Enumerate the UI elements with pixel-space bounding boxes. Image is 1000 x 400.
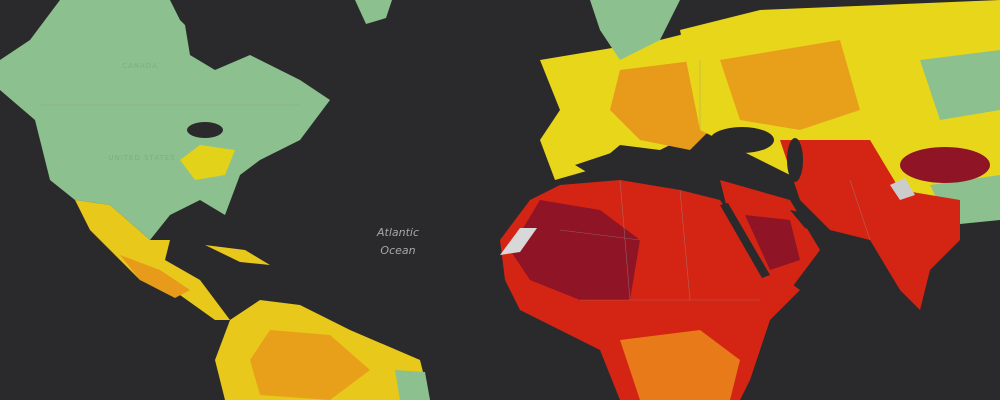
country-borders bbox=[40, 60, 871, 301]
hudson-bay bbox=[185, 20, 250, 70]
scandinavia bbox=[590, 0, 680, 60]
ocean-label: Ocean bbox=[380, 244, 415, 257]
us-midwest-yellow bbox=[180, 145, 235, 180]
country-label: CANADA bbox=[122, 62, 158, 70]
south-america-green bbox=[395, 370, 430, 400]
caribbean bbox=[205, 245, 270, 265]
south-america-orange bbox=[250, 330, 370, 400]
ocean-label: Atlantic bbox=[376, 226, 419, 239]
persian-gulf bbox=[790, 210, 825, 235]
great-lakes bbox=[187, 122, 223, 138]
central-america-orange bbox=[120, 255, 190, 298]
red-sea bbox=[720, 203, 770, 278]
western-sahara bbox=[500, 228, 537, 255]
caspian-sea bbox=[787, 138, 803, 182]
asia-orange bbox=[720, 40, 860, 130]
central-america bbox=[75, 200, 230, 320]
arabia-dark bbox=[745, 215, 800, 270]
mediterranean bbox=[575, 150, 700, 182]
black-sea bbox=[710, 127, 774, 153]
asia-green bbox=[920, 50, 1000, 120]
sahara-dark bbox=[510, 200, 640, 300]
country-label: UNITED STATES bbox=[108, 154, 175, 162]
north-america bbox=[0, 0, 330, 240]
tibet bbox=[900, 147, 990, 183]
africa-south-orange bbox=[620, 330, 740, 400]
kashmir bbox=[890, 178, 915, 200]
greenland bbox=[355, 0, 392, 24]
middle-east-india bbox=[780, 140, 960, 310]
